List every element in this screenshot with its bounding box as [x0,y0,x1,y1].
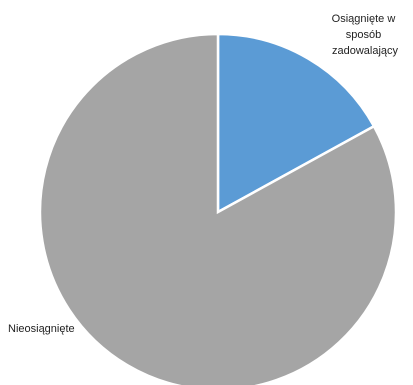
slice-label-nieosiagniete: Nieosiągnięte [8,323,75,335]
pie-slices [38,32,398,385]
slice-label-osiagniete: Osiągnięte w sposób zadowalający [332,13,399,57]
pie-slice-1 [38,32,398,385]
pie-slice-0 [216,32,376,215]
